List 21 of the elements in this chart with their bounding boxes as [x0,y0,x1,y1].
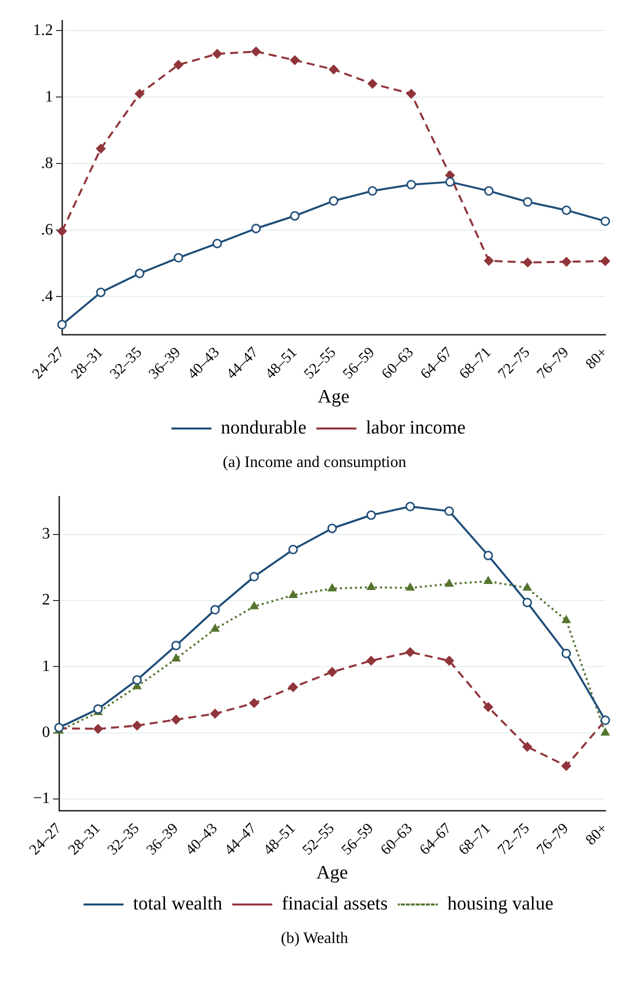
legend-label: labor income [366,417,466,438]
x-axis-title: Age [316,862,348,884]
legend-label: housing value [447,893,554,914]
y-tick-label: 3 [42,526,50,543]
y-tick-label: 0 [42,724,50,742]
y-tick-label: 1.2 [33,22,53,39]
y-tick-label: .4 [41,288,53,305]
text: (b) Wealth [280,930,350,948]
x-tick-label: 80+ [582,820,611,849]
text: (a) Income and consumption [222,454,408,472]
y-tick-label: .8 [41,154,53,172]
y-tick-label: 1 [45,88,53,106]
legend-label: nondurable [220,417,306,438]
legend-label: total wealth [133,893,223,914]
x-axis-title: Age [318,386,350,408]
legend-label: finacial assets [282,893,388,914]
y-tick-label: .6 [41,221,53,238]
y-tick-label: −1 [32,790,50,808]
x-tick-label: 80+ [582,344,611,373]
y-tick-label: 1 [42,658,50,675]
y-tick-label: 2 [42,592,50,609]
